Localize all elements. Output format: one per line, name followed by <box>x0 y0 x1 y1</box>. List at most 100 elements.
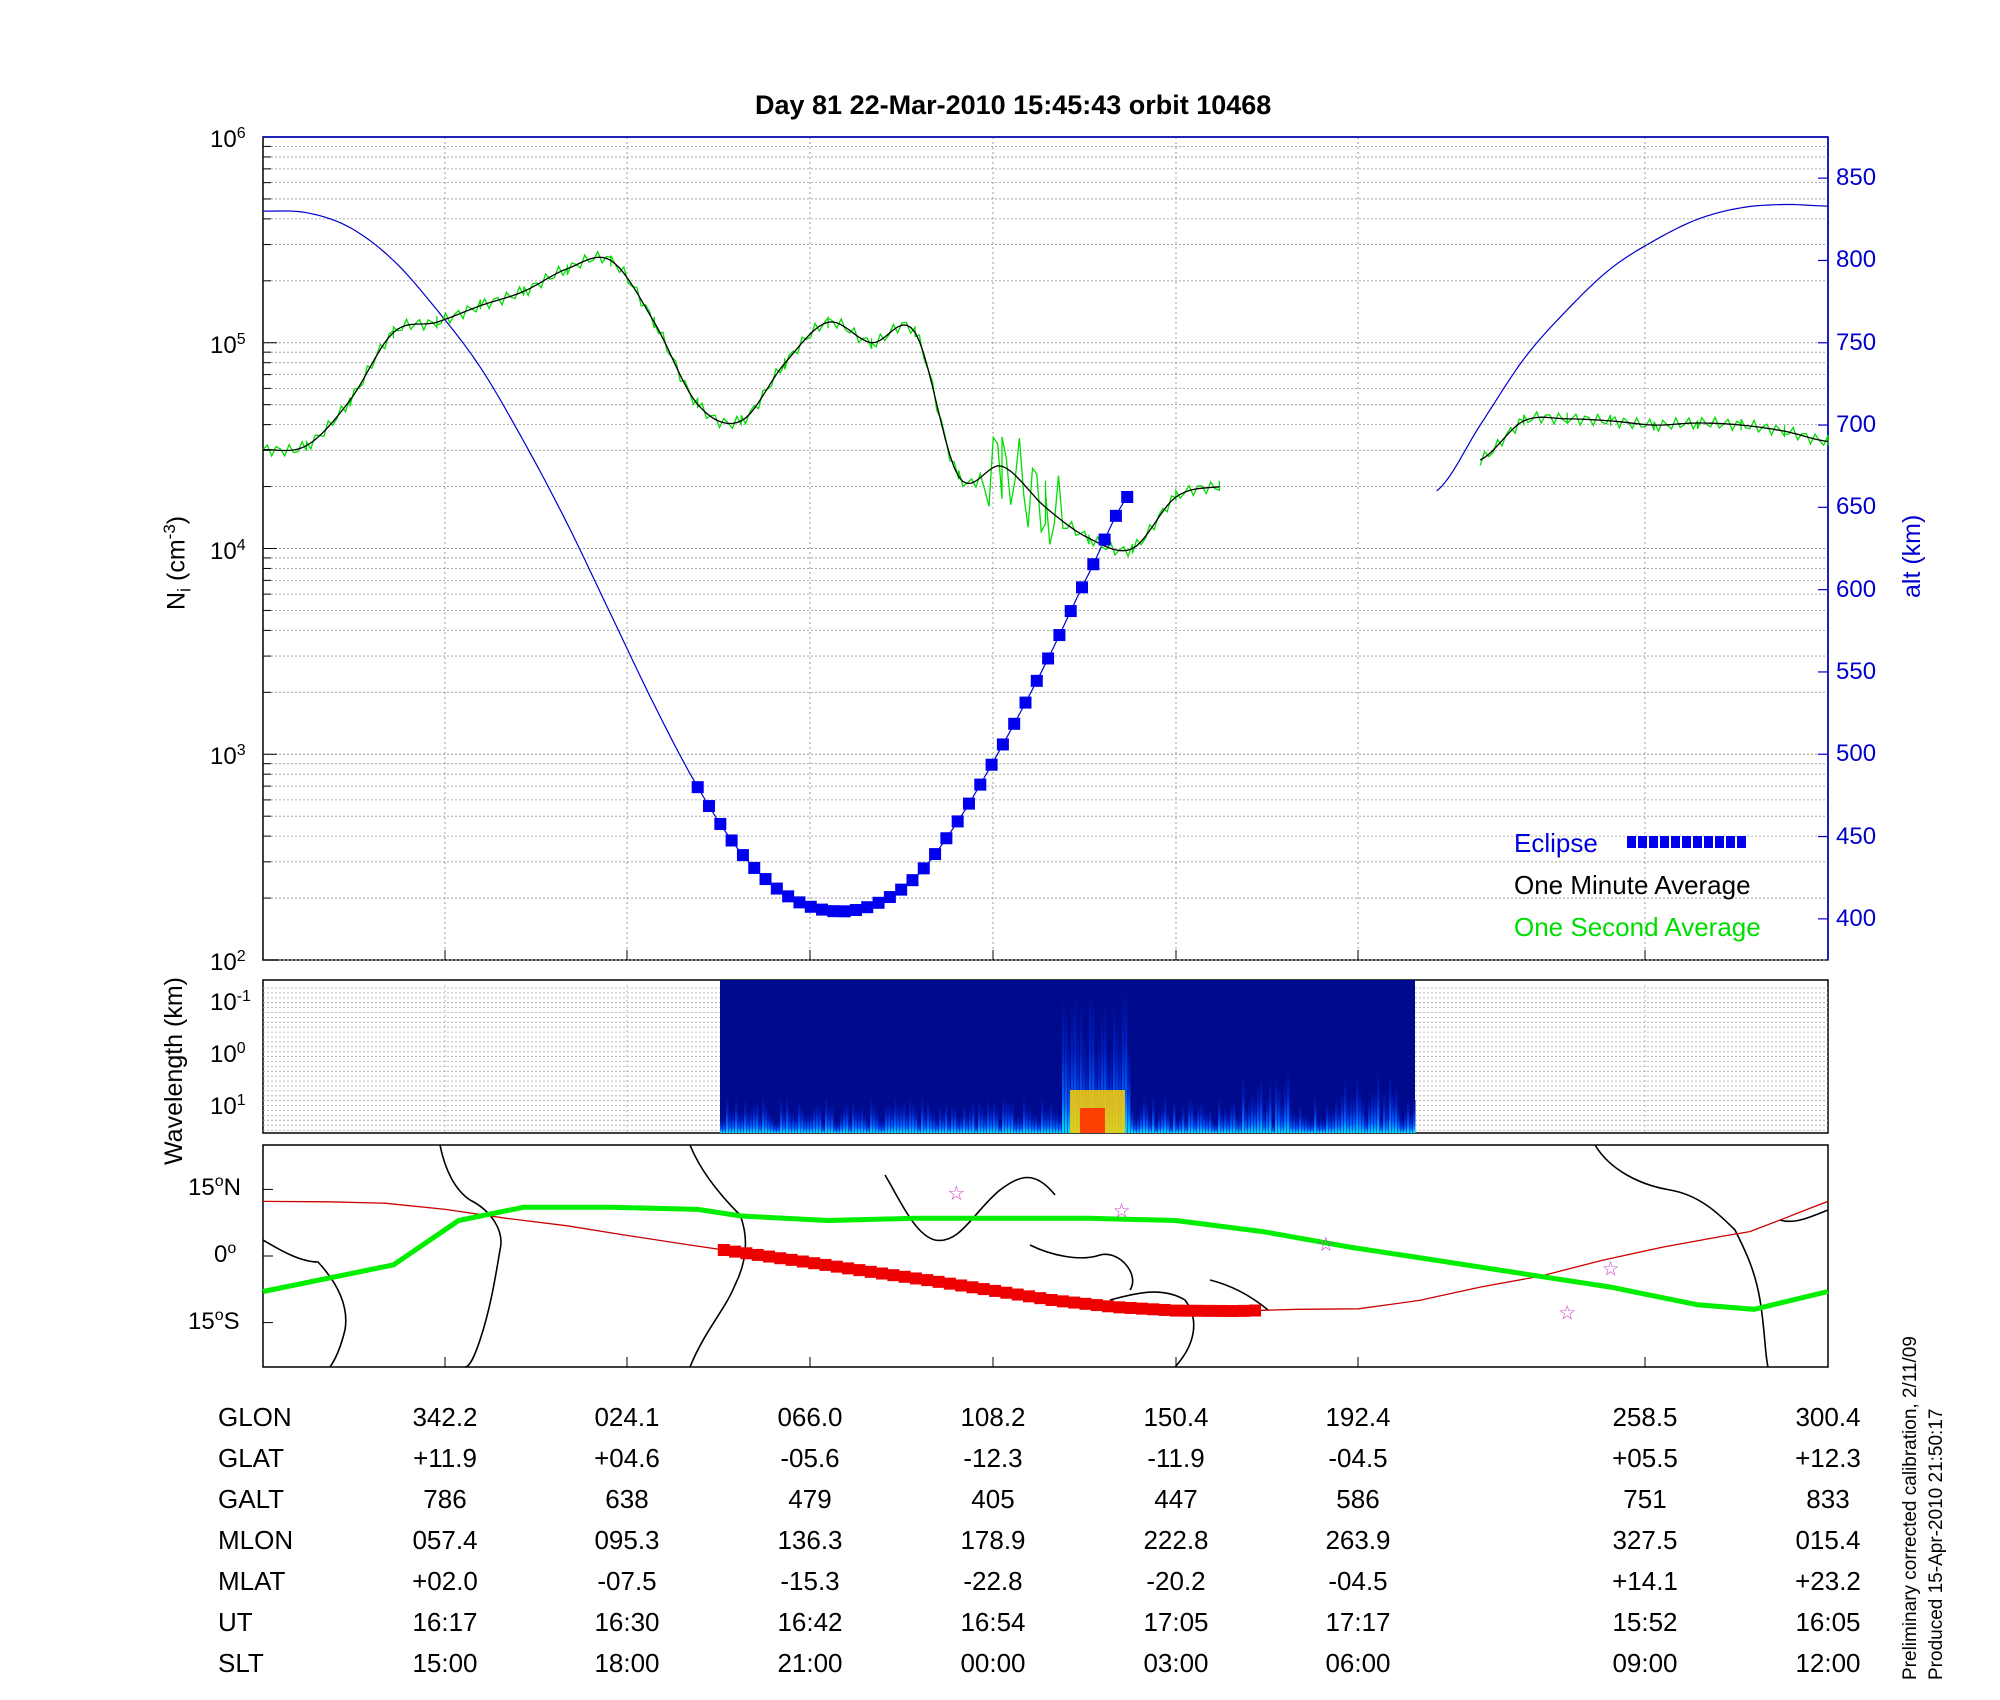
spectrogram-column <box>723 1117 726 1133</box>
spectrogram-column <box>1071 1003 1074 1133</box>
top-panel-lines <box>262 203 1829 918</box>
table-row-label: SLT <box>218 1648 264 1678</box>
eclipse-marker <box>1053 629 1066 642</box>
map-eclipse-marker <box>751 1248 764 1261</box>
spectrogram-column <box>1302 1113 1305 1133</box>
spectrogram-column <box>894 1097 897 1133</box>
chart-title: Day 81 22-Mar-2010 15:45:43 orbit 10468 <box>755 90 1272 120</box>
spectrogram-column <box>1404 1110 1407 1133</box>
spectrogram-column <box>1068 1037 1071 1133</box>
spectrogram-column <box>822 1122 825 1133</box>
coastline <box>439 1144 502 1368</box>
spectrogram-column <box>1005 1099 1008 1133</box>
map-eclipse-marker <box>796 1255 809 1268</box>
eclipse-marker <box>793 896 806 909</box>
right-tick-label: 450 <box>1836 822 1877 850</box>
spectrogram-column <box>924 1111 927 1133</box>
spectrogram-column <box>726 1096 729 1133</box>
right-tick-label: 400 <box>1836 904 1877 932</box>
right-tick-label: 550 <box>1836 657 1877 685</box>
map-eclipse-marker <box>1158 1303 1171 1316</box>
table-cell: 222.8 <box>1143 1525 1209 1555</box>
spectrogram-column <box>921 1096 924 1133</box>
spectrogram-column <box>1047 1107 1050 1133</box>
table-cell: -07.5 <box>597 1566 657 1596</box>
spectrogram-column <box>849 1120 852 1133</box>
table-cell: 16:54 <box>960 1607 1026 1637</box>
eclipse-marker <box>917 862 930 875</box>
spectrogram-column <box>798 1099 801 1133</box>
spectrogram-column <box>756 1099 759 1133</box>
spectrogram-column <box>1083 1034 1086 1133</box>
spectrogram-column <box>1143 1095 1146 1133</box>
spectrogram-column <box>1137 1114 1140 1133</box>
spectrogram-column <box>780 1097 783 1133</box>
table-cell: 136.3 <box>777 1525 843 1555</box>
spectrogram-column <box>1275 1076 1278 1133</box>
table-cell: 06:00 <box>1325 1648 1391 1678</box>
spectrogram-column <box>939 1106 942 1133</box>
spectrogram-column <box>807 1112 810 1133</box>
spectrogram-column <box>879 1118 882 1133</box>
spectrogram-column <box>1140 1105 1143 1133</box>
spectrogram-column <box>1029 1107 1032 1133</box>
spectrogram-column <box>1227 1112 1230 1133</box>
table-cell: -12.3 <box>963 1443 1023 1473</box>
table-cell: 095.3 <box>594 1525 660 1555</box>
spectrogram-column <box>1308 1118 1311 1133</box>
spectrogram-column <box>855 1108 858 1133</box>
spectrogram-column <box>843 1104 846 1133</box>
table-cell: -05.6 <box>780 1443 840 1473</box>
spectrogram-column <box>915 1107 918 1133</box>
map-eclipse-marker <box>1011 1288 1024 1301</box>
spectrogram-column <box>810 1111 813 1133</box>
spectrogram-column <box>1041 1097 1044 1133</box>
coastline <box>1209 1279 1269 1311</box>
map-eclipse-marker <box>1056 1295 1069 1308</box>
spectrogram-column <box>1386 1106 1389 1133</box>
map-eclipse-marker <box>729 1245 742 1258</box>
eclipse-marker <box>691 781 704 794</box>
spectrogram-column <box>1074 994 1077 1133</box>
table-cell: 150.4 <box>1143 1402 1209 1432</box>
eclipse-marker <box>1121 490 1134 503</box>
table-cell: +12.3 <box>1795 1443 1861 1473</box>
coastline <box>884 1174 1056 1242</box>
map-eclipse-marker <box>1090 1299 1103 1312</box>
spectrogram-column <box>1314 1095 1317 1133</box>
map-eclipse-marker <box>1045 1293 1058 1306</box>
legend-eclipse-square <box>1693 836 1702 848</box>
right-tick-label: 700 <box>1836 411 1877 439</box>
spectrogram-column <box>735 1097 738 1133</box>
spectrogram-column <box>1329 1112 1332 1133</box>
table-cell: 479 <box>788 1484 832 1514</box>
table-cell: 066.0 <box>777 1402 843 1432</box>
eclipse-marker <box>940 832 953 845</box>
spectrogram-column <box>1002 1096 1005 1133</box>
eclipse-marker <box>748 861 761 874</box>
spectrogram-column <box>834 1122 837 1133</box>
spectrogram-column <box>1122 990 1125 1133</box>
magnetic-equator-track <box>262 1204 1829 1312</box>
spectrogram-column <box>912 1100 915 1133</box>
table-row-label: MLON <box>218 1525 294 1555</box>
legend-eclipse-square <box>1682 836 1691 848</box>
table-cell: 16:05 <box>1795 1607 1861 1637</box>
wavelength-grid <box>263 980 1828 1133</box>
eclipse-marker <box>996 738 1009 751</box>
coastline <box>262 1239 347 1368</box>
spectrogram-column <box>786 1095 789 1133</box>
table-cell: 057.4 <box>412 1525 478 1555</box>
spectrogram-column <box>1374 1091 1377 1133</box>
left-tick-label: 105 <box>210 330 246 359</box>
spectrogram-column <box>1023 1096 1026 1133</box>
left-tick-label: 106 <box>210 125 246 153</box>
table-row-label: UT <box>218 1607 253 1637</box>
spectrogram-column <box>1293 1111 1296 1133</box>
spectrogram-column <box>1131 1105 1134 1133</box>
spectrogram-column <box>720 1118 723 1133</box>
spectrogram-column <box>1251 1092 1254 1133</box>
spectrogram-column <box>753 1102 756 1133</box>
table-cell: -04.5 <box>1328 1566 1388 1596</box>
spectrogram-column <box>1008 1100 1011 1133</box>
